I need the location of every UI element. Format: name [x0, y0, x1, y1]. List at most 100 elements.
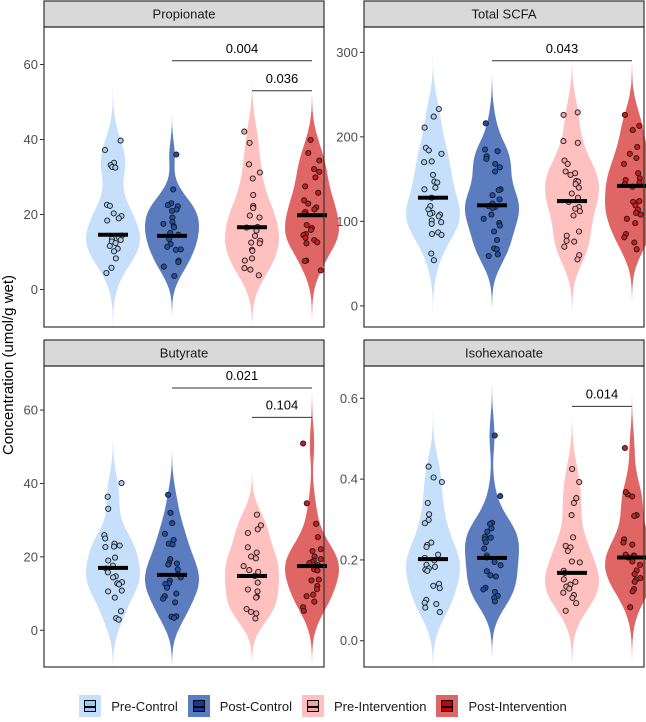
data-point	[421, 520, 428, 527]
data-point	[435, 105, 442, 113]
legend-label: Pre-Control	[111, 698, 178, 714]
data-point	[421, 186, 428, 193]
data-point	[570, 499, 577, 507]
data-point	[484, 528, 491, 535]
data-point	[561, 243, 568, 250]
data-point	[480, 586, 487, 593]
data-point	[169, 541, 176, 548]
data-point	[567, 171, 574, 178]
data-point	[311, 598, 318, 605]
data-point	[622, 489, 629, 496]
data-point	[255, 272, 262, 279]
facet-strip	[363, 0, 645, 28]
data-point	[633, 246, 640, 253]
data-point	[425, 516, 432, 523]
data-point	[576, 208, 583, 215]
data-point	[569, 594, 576, 601]
legend-label: Post-Intervention	[468, 698, 567, 714]
data-point	[433, 600, 440, 608]
legend-item-pre-control: Pre-Control	[79, 695, 178, 717]
data-point	[480, 215, 487, 222]
data-point	[632, 220, 639, 227]
facet-strip-title: Isohexanoate	[465, 346, 543, 361]
y-tick-label: 40	[24, 476, 38, 491]
data-point	[494, 251, 501, 258]
data-point	[243, 605, 250, 613]
data-point	[303, 500, 310, 507]
data-point	[572, 578, 579, 585]
data-point	[629, 127, 636, 134]
data-point	[311, 166, 318, 173]
data-point	[314, 239, 321, 246]
data-point	[112, 255, 119, 262]
data-point	[566, 585, 573, 592]
y-tick-label: 20	[24, 549, 38, 564]
data-point	[108, 264, 115, 271]
data-point	[621, 444, 628, 452]
data-point	[171, 272, 178, 280]
data-point	[560, 589, 567, 596]
legend-item-post-control: Post-Control	[187, 695, 292, 717]
data-point	[493, 246, 500, 253]
data-point	[494, 148, 501, 155]
faceted-violin-chart: Propionate 0 20 40 60 0.004 0.036 Total SCFA 0 10…	[24, 0, 646, 671]
y-axis-title: Concentration (umol/g wet)	[0, 274, 17, 456]
data-point	[491, 558, 498, 566]
panel-isohexanoate: Isohexanoate 0.0 0.2 0.4 0.6 0.014	[340, 339, 646, 671]
data-point	[438, 219, 445, 226]
data-point	[300, 440, 307, 447]
violin-post-control	[145, 448, 199, 665]
data-point	[623, 215, 630, 222]
data-point	[256, 214, 263, 221]
data-point	[431, 563, 438, 570]
median-bar	[98, 232, 128, 237]
data-point	[637, 211, 644, 218]
data-point	[435, 213, 442, 220]
legend-label: Pre-Intervention	[333, 698, 427, 714]
data-point	[302, 183, 309, 190]
median-bar	[557, 570, 587, 575]
panel-border	[43, 26, 325, 328]
data-point	[305, 149, 312, 157]
data-point	[165, 561, 172, 568]
data-point	[248, 239, 255, 246]
data-point	[576, 478, 583, 486]
data-point	[491, 228, 498, 235]
p-value-label: 0.104	[266, 397, 299, 412]
data-point	[421, 159, 428, 166]
p-value-label: 0.021	[226, 368, 259, 383]
data-point	[244, 529, 251, 537]
y-tick-label: 0	[351, 298, 358, 313]
panel-border	[43, 365, 325, 668]
violin-pre-control	[406, 408, 460, 671]
data-point	[116, 542, 123, 549]
data-point	[631, 571, 638, 578]
data-point	[253, 511, 260, 518]
data-point	[111, 594, 118, 601]
data-point	[425, 463, 432, 470]
median-bar	[297, 213, 327, 218]
data-point	[308, 577, 315, 584]
data-point	[112, 164, 119, 171]
data-point	[620, 160, 628, 167]
data-point	[429, 171, 437, 178]
data-point	[110, 543, 118, 550]
data-point	[303, 240, 310, 247]
y-tick-label: 0.2	[340, 552, 358, 567]
data-point	[568, 558, 575, 565]
data-point	[575, 228, 583, 235]
data-point	[631, 239, 638, 246]
median-bar	[157, 233, 187, 238]
data-point	[563, 232, 570, 239]
violin-pre-intervention	[225, 469, 279, 665]
data-point	[301, 197, 308, 204]
data-point	[254, 588, 261, 595]
data-point	[436, 609, 443, 616]
data-point	[249, 175, 256, 182]
legend-label: Post-Control	[219, 698, 292, 714]
legend-key-pre-intervention	[301, 695, 324, 717]
data-point	[241, 257, 248, 264]
data-point	[563, 237, 570, 244]
facet-strip	[43, 339, 325, 367]
data-point	[629, 541, 636, 548]
